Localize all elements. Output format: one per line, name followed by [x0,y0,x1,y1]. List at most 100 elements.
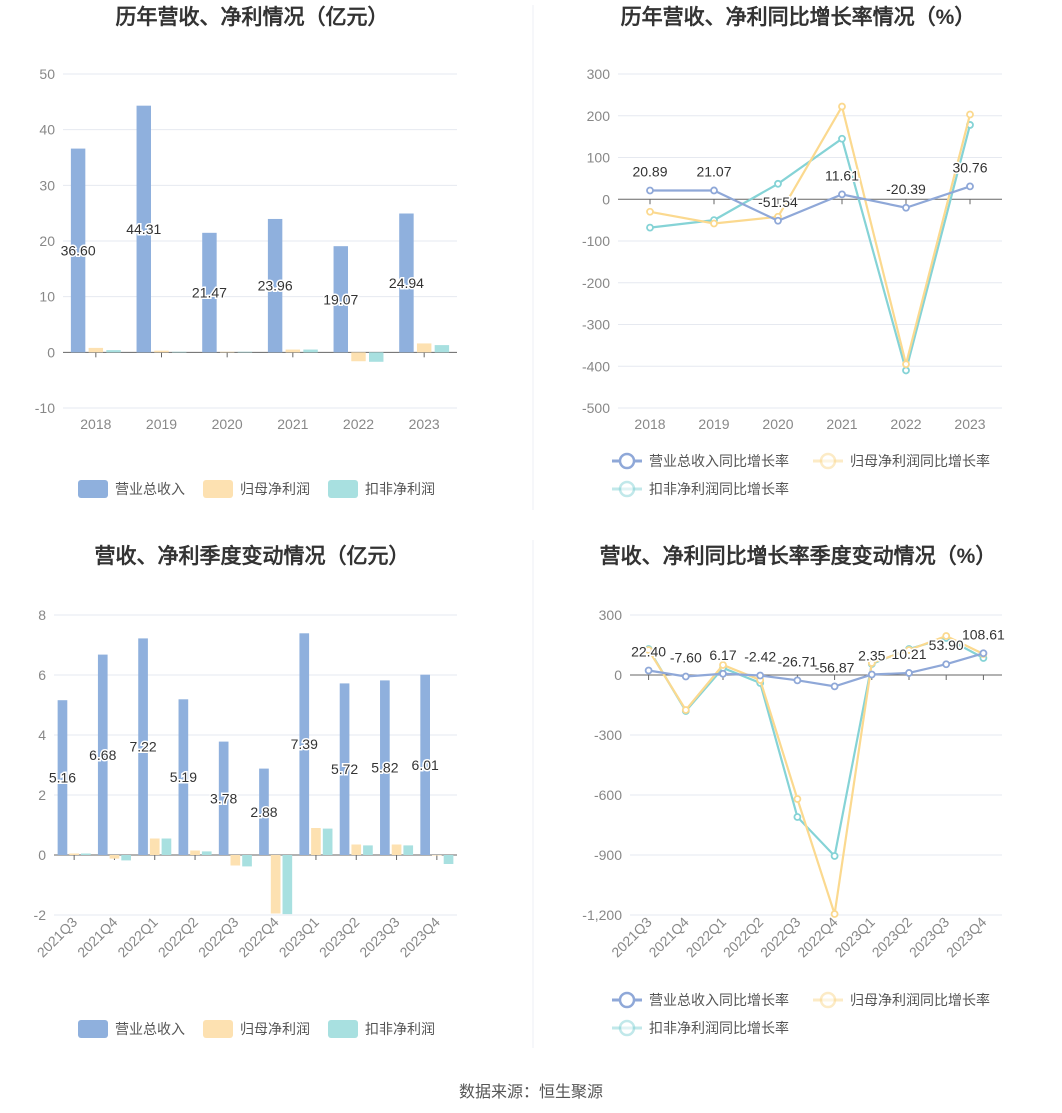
x-tick-label: 2022Q3 [757,914,804,961]
bar [285,349,301,353]
data-point [905,669,913,677]
bar [121,855,131,861]
data-label: -7.60 [670,650,702,666]
x-tick-label: 2022Q4 [235,914,282,961]
x-tick-label: 2023 [954,416,985,432]
series-line [647,634,984,915]
chart-title: 营收、净利同比增长率季度变动情况（%） [600,544,997,568]
chart-3: 营收、净利同比增长率季度变动情况（%） -1,200 -900 -600 -300 0 30… [582,544,1007,1037]
data-point [793,813,802,821]
data-source-footer: 数据来源：恒生聚源 [458,1084,603,1101]
x-tick-label: 2022 [343,416,374,432]
series-line [648,652,984,688]
legend-label: 营业总收入同比增长率 [649,992,789,1008]
data-label: 5.16 [49,770,76,786]
x-tick-label: 2023Q3 [906,914,953,961]
data-label: 7.22 [129,739,156,755]
x-tick-label: 2018 [80,416,111,432]
data-point [681,672,690,681]
data-label: 6.01 [412,757,439,773]
data-point [905,646,913,654]
bar [270,855,281,914]
x-tick-label: 2018 [634,416,665,432]
bar [106,350,121,353]
data-point [902,360,910,369]
data-label: 19.07 [323,291,358,307]
legend-label: 扣非净利润 [365,1021,435,1037]
bar [88,347,104,353]
data-point [793,795,802,803]
data-point [710,186,718,195]
chart-title: 历年营收、净利同比增长率情况（%） [621,5,976,29]
data-label: 21.47 [192,285,227,301]
y-tick-label: -500 [582,400,610,416]
y-tick-label: 4 [38,727,46,743]
x-tick-label: 2019 [698,416,729,432]
bar [219,351,235,353]
chart-title: 历年营收、净利情况（亿元） [116,5,389,29]
data-label: 6.17 [709,647,736,663]
data-point [830,682,839,691]
y-tick-label: -100 [582,233,610,249]
data-label: 30.76 [952,159,987,175]
bar [259,768,269,855]
data-label: -20.39 [886,181,926,197]
legend-swatch [203,1020,233,1038]
data-point [867,659,876,667]
bar [311,828,321,855]
bar [154,350,169,353]
data-label: 44.31 [126,221,161,237]
bar [136,105,151,353]
data-point [830,852,839,860]
bar [303,349,318,353]
legend-label: 扣非净利润同比增长率 [649,1020,789,1036]
legend-label: 归母净利润同比增长率 [850,453,990,469]
data-label: 5.82 [371,760,398,776]
y-tick-label: 30 [39,177,55,193]
bar [339,683,350,855]
legend-label: 归母净利润同比增长率 [850,992,990,1008]
y-tick-label: -300 [594,727,622,743]
y-tick-label: -1,200 [582,907,622,923]
data-point [681,706,690,714]
legend-marker [618,1019,636,1037]
y-tick-label: -900 [594,847,622,863]
legend-label: 归母净利润 [240,481,310,497]
data-point [942,632,951,640]
y-tick-label: 20 [39,233,55,249]
y-tick-label: -300 [582,317,610,333]
data-label: 2.35 [858,648,885,664]
data-point [902,203,910,212]
legend-swatch [78,1020,108,1038]
legend-swatch [328,1020,358,1038]
chart-1: 历年营收、净利同比增长率情况（%） -500 -400 -300 -200 -100 0 10… [582,5,1002,498]
y-tick-label: 100 [587,150,611,166]
y-tick-label: 2 [38,787,46,803]
bar [138,638,148,855]
y-tick-label: 0 [614,667,622,683]
data-point [774,179,782,188]
y-tick-label: 6 [38,667,46,683]
bar [351,352,366,362]
bar [202,232,217,353]
x-tick-label: 2023 [409,416,440,432]
x-tick-label: 2022Q4 [794,914,841,961]
bar [267,218,283,353]
bar [322,828,333,855]
bar [416,343,432,353]
legend-label: 归母净利润 [240,1021,310,1037]
data-point [710,219,718,228]
bar [443,855,454,864]
x-tick-label: 2022Q2 [720,914,767,961]
y-tick-label: 10 [39,289,55,305]
data-point [838,190,846,199]
x-tick-label: 2023Q4 [943,914,990,961]
data-point [966,182,974,191]
bar [149,838,160,855]
data-point [644,646,653,654]
bar [363,845,373,855]
bar [201,851,212,855]
data-label: -51.54 [758,194,798,210]
data-label: 5.72 [331,761,358,777]
